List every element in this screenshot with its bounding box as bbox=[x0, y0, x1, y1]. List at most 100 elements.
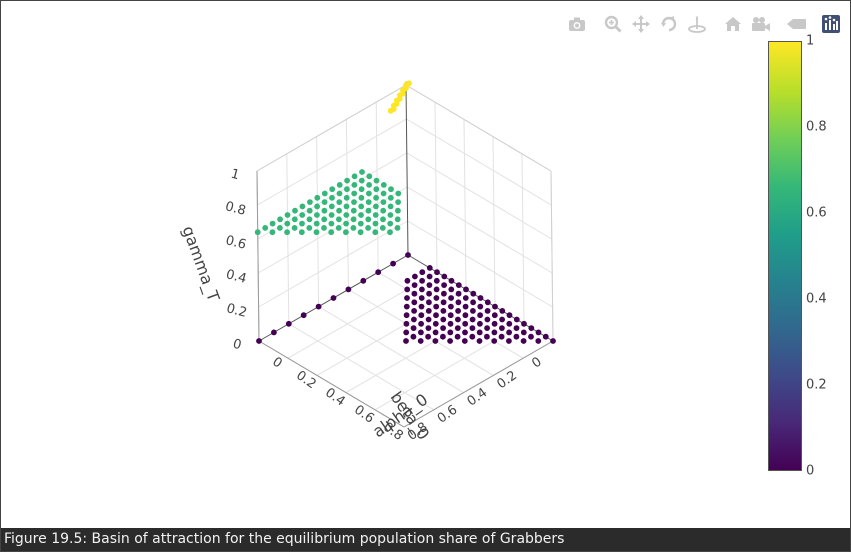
grid-line bbox=[318, 306, 464, 394]
gamma-tick-label: 0.8 bbox=[223, 199, 247, 219]
wall-edge bbox=[405, 84, 552, 172]
data-point bbox=[412, 273, 418, 280]
data-point bbox=[396, 95, 403, 102]
grid-line bbox=[286, 153, 290, 324]
data-point bbox=[410, 333, 417, 340]
data-point bbox=[403, 85, 409, 92]
data-point bbox=[373, 186, 380, 193]
data-point bbox=[372, 229, 379, 236]
data-point bbox=[448, 295, 454, 301]
data-point bbox=[411, 316, 417, 323]
figure-caption: Figure 19.5: Basin of attraction for the… bbox=[1, 528, 850, 551]
data-point bbox=[454, 333, 461, 340]
data-point bbox=[358, 186, 365, 193]
scatter3d-plot[interactable]: 00.20.40.60.800.20.40.60.800.20.40.60.81… bbox=[1, 1, 850, 529]
data-point bbox=[418, 312, 425, 319]
data-point bbox=[373, 177, 380, 184]
data-point bbox=[411, 299, 418, 306]
data-point bbox=[461, 338, 468, 344]
data-point bbox=[528, 325, 535, 331]
pan-icon[interactable] bbox=[631, 13, 651, 35]
data-point bbox=[351, 182, 358, 188]
data-point bbox=[441, 273, 448, 280]
data-point bbox=[484, 308, 491, 314]
data-point bbox=[284, 229, 290, 236]
beta-tick-label: 0.4 bbox=[465, 385, 491, 409]
data-point bbox=[506, 312, 513, 319]
grid-line bbox=[492, 136, 496, 307]
data-point bbox=[499, 308, 506, 314]
gamma-zero-line bbox=[405, 81, 409, 256]
turntable-icon[interactable]: z bbox=[687, 13, 707, 35]
data-point bbox=[425, 333, 431, 340]
data-point bbox=[299, 203, 306, 210]
data-point bbox=[499, 316, 505, 323]
data-point bbox=[425, 325, 432, 331]
data-point bbox=[411, 308, 417, 314]
data-point bbox=[299, 220, 305, 227]
plotly-logo-icon[interactable] bbox=[821, 13, 841, 35]
data-point bbox=[440, 333, 446, 340]
data-point bbox=[403, 338, 409, 344]
data-point bbox=[343, 194, 350, 201]
data-point bbox=[300, 312, 307, 319]
data-point bbox=[357, 229, 364, 236]
orbit-icon[interactable] bbox=[659, 13, 679, 35]
data-point bbox=[351, 173, 358, 180]
wall-edge bbox=[256, 84, 407, 172]
data-point bbox=[403, 303, 410, 310]
data-point bbox=[344, 186, 350, 193]
data-point bbox=[492, 303, 498, 310]
data-point bbox=[433, 277, 440, 284]
data-point bbox=[306, 207, 313, 214]
data-point bbox=[314, 203, 320, 210]
data-point bbox=[462, 320, 469, 327]
data-point bbox=[306, 216, 313, 223]
data-point bbox=[542, 333, 549, 340]
camera-icon[interactable] bbox=[567, 13, 587, 35]
colorbar-tick-label: 0.2 bbox=[806, 377, 827, 393]
data-point bbox=[476, 329, 483, 336]
data-point bbox=[277, 216, 283, 223]
data-point bbox=[358, 194, 365, 201]
data-point bbox=[256, 338, 262, 344]
data-point bbox=[447, 329, 454, 336]
grid-line bbox=[434, 102, 438, 273]
data-point bbox=[291, 216, 298, 223]
data-point bbox=[277, 225, 283, 231]
colorbar-tick-label: 0.6 bbox=[806, 205, 827, 221]
data-point bbox=[358, 203, 365, 210]
camera-view-icon[interactable] bbox=[751, 13, 771, 35]
zoom-icon[interactable] bbox=[603, 13, 623, 35]
hover-icon[interactable] bbox=[787, 13, 807, 35]
data-point bbox=[506, 338, 512, 344]
data-point bbox=[321, 216, 328, 223]
alpha-tick-label: 0.4 bbox=[322, 385, 348, 409]
data-point bbox=[284, 212, 291, 218]
data-point bbox=[528, 333, 534, 340]
data-point bbox=[403, 329, 410, 336]
data-point bbox=[254, 229, 261, 236]
colorbar-tick-label: 0.4 bbox=[806, 291, 827, 307]
data-point bbox=[411, 282, 418, 288]
grid-line bbox=[521, 153, 525, 324]
data-point bbox=[404, 286, 411, 293]
data-point bbox=[454, 325, 461, 331]
data-point bbox=[462, 312, 469, 319]
data-point bbox=[513, 333, 520, 340]
data-point bbox=[345, 286, 352, 293]
data-point bbox=[388, 186, 394, 193]
gamma-tick-label: 0.6 bbox=[224, 233, 248, 253]
data-point bbox=[269, 229, 276, 236]
data-point bbox=[329, 194, 335, 201]
data-point bbox=[470, 299, 476, 306]
data-point bbox=[417, 338, 424, 344]
data-point bbox=[359, 169, 365, 175]
data-point bbox=[491, 329, 498, 336]
data-point bbox=[307, 199, 313, 206]
home-icon[interactable] bbox=[723, 13, 743, 35]
grid-line bbox=[288, 323, 435, 411]
data-point bbox=[469, 316, 476, 323]
data-point bbox=[404, 277, 411, 284]
data-point bbox=[328, 229, 335, 236]
